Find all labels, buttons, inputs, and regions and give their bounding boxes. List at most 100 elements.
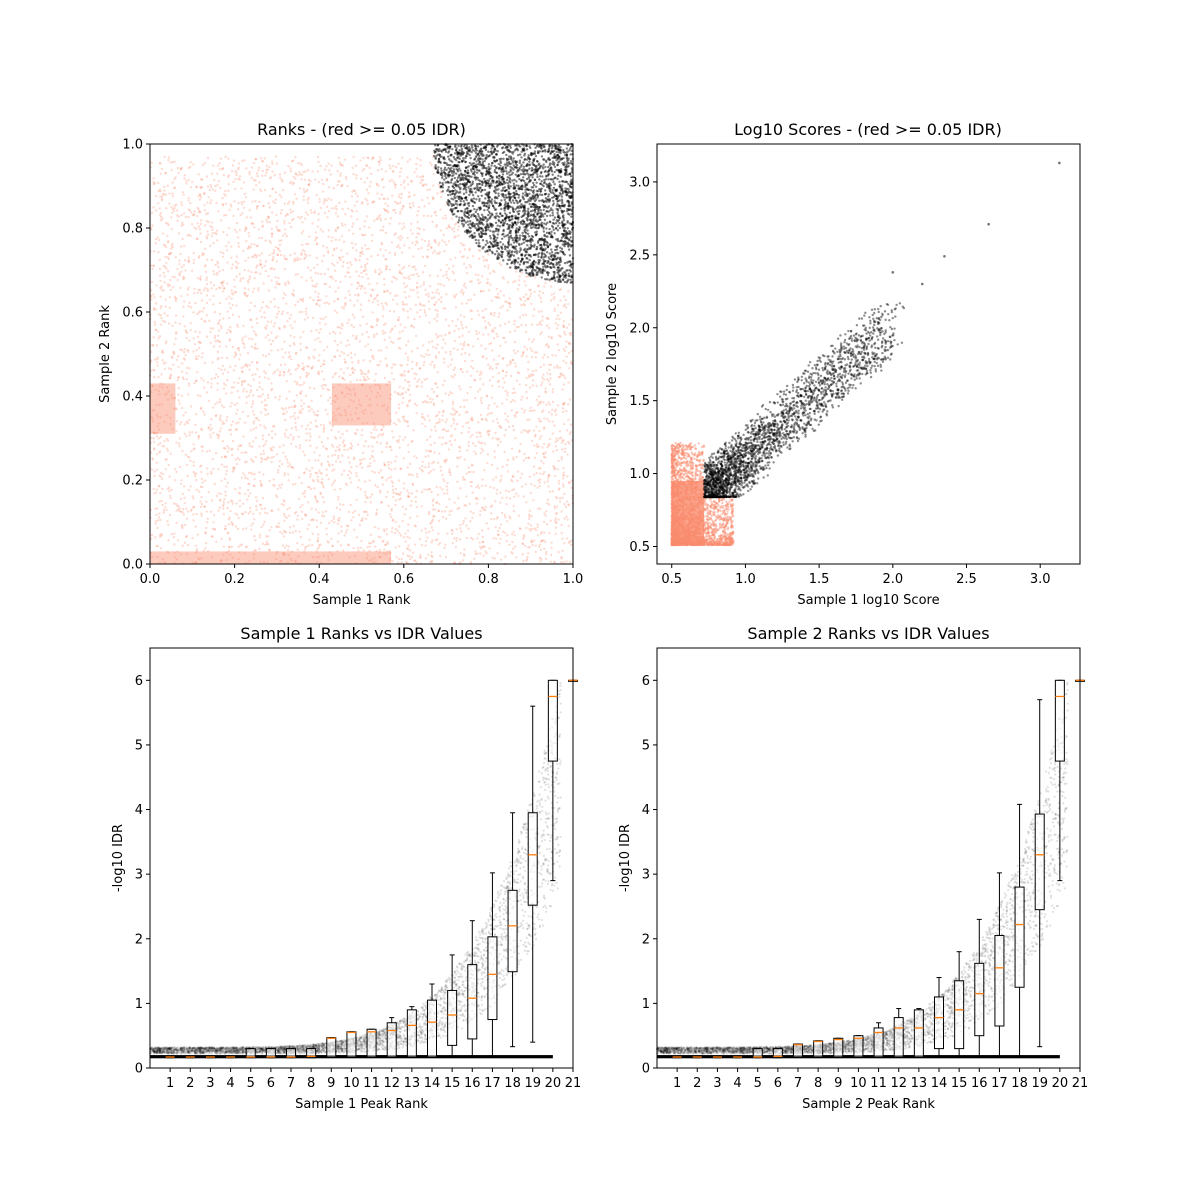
ranks-point-fail xyxy=(392,170,395,174)
ranks-point-pass xyxy=(518,263,522,266)
ranks-point-fail xyxy=(362,156,365,160)
ranks-point-fail xyxy=(448,510,451,513)
ranks-point-fail xyxy=(347,405,350,408)
ranks-point-fail xyxy=(239,353,242,356)
ranks-point-fail xyxy=(350,367,354,371)
ranks-point-fail xyxy=(554,520,557,524)
ranks-point-fail xyxy=(543,547,546,551)
ranks-point-fail xyxy=(171,194,175,198)
ranks-point-fail xyxy=(426,349,429,352)
ranks-point-fail xyxy=(299,348,302,352)
ranks-point-fail xyxy=(208,298,212,301)
ranks-point-fail xyxy=(289,253,292,257)
ranks-point-fail xyxy=(331,376,335,379)
ranks-point-fail xyxy=(497,533,500,537)
ranks-point-fail xyxy=(322,430,325,433)
ranks-point-fail xyxy=(402,536,406,539)
ranks-point-fail xyxy=(155,488,159,491)
ranks-point-fail xyxy=(361,252,365,255)
ranks-point-fail xyxy=(557,479,561,482)
ranks-point-fail xyxy=(210,382,213,385)
ranks-point-fail xyxy=(397,418,400,421)
ranks-point-fail xyxy=(250,360,254,364)
ranks-point-fail xyxy=(242,435,245,438)
ranks-point-fail xyxy=(241,341,245,345)
ranks-point-fail xyxy=(271,232,274,236)
ranks-point-fail xyxy=(554,532,557,536)
ranks-point-fail xyxy=(436,394,439,398)
ranks-point-fail xyxy=(163,393,167,396)
ranks-point-pass xyxy=(490,164,493,167)
ranks-point-fail xyxy=(526,418,529,421)
ranks-point-fail xyxy=(174,556,177,559)
ranks-point-fail xyxy=(321,387,325,390)
ranks-point-fail xyxy=(351,366,354,370)
ranks-point-fail xyxy=(327,521,331,525)
ranks-point-fail xyxy=(349,389,352,392)
ranks-point-fail xyxy=(268,194,272,198)
ranks-point-fail xyxy=(556,468,560,471)
ranks-point-fail xyxy=(559,288,563,291)
ranks-point-fail xyxy=(465,398,469,402)
ranks-point-fail xyxy=(410,324,414,328)
ranks-point-fail xyxy=(157,238,161,242)
ranks-point-fail xyxy=(569,360,573,363)
ranks-point-fail xyxy=(382,552,386,555)
ranks-point-fail xyxy=(467,527,470,530)
ranks-point-fail xyxy=(183,423,186,426)
ranks-point-fail xyxy=(483,442,487,445)
ranks-point-fail xyxy=(338,238,341,242)
ranks-point-fail xyxy=(549,377,552,380)
ranks-point-fail xyxy=(551,420,554,423)
ranks-point-fail xyxy=(254,455,257,459)
ranks-point-fail xyxy=(393,531,397,535)
ranks-point-fail xyxy=(259,453,263,456)
ranks-point-fail xyxy=(265,535,268,538)
ranks-point-fail xyxy=(347,343,350,346)
ranks-point-fail xyxy=(201,310,204,313)
ranks-point-fail xyxy=(243,552,246,555)
ranks-point-fail xyxy=(266,220,269,224)
ranks-point-fail xyxy=(434,241,438,244)
ranks-point-fail xyxy=(292,341,296,345)
ranks-point-pass xyxy=(532,183,536,187)
ranks-point-fail xyxy=(532,499,535,502)
ranks-point-fail xyxy=(426,248,430,252)
ranks-point-fail xyxy=(197,437,200,440)
ranks-point-fail xyxy=(388,467,391,470)
ranks-point-fail xyxy=(315,302,318,306)
ranks-point-fail xyxy=(314,178,317,181)
ranks-point-fail xyxy=(423,360,426,364)
ranks-point-fail xyxy=(383,331,387,334)
ranks-point-fail xyxy=(171,181,174,184)
ranks-point-pass xyxy=(455,172,458,175)
ranks-point-fail xyxy=(256,361,259,364)
ranks-point-fail xyxy=(525,348,529,351)
ranks-point-fail xyxy=(220,463,223,466)
ranks-point-fail xyxy=(301,243,304,247)
ranks-point-fail xyxy=(331,416,335,420)
ranks-point-fail xyxy=(381,229,385,232)
ranks-point-fail xyxy=(375,549,378,553)
ranks-point-fail xyxy=(169,374,172,378)
ranks-point-fail xyxy=(340,391,343,394)
ranks-point-fail xyxy=(254,436,258,440)
ranks-point-fail xyxy=(246,477,249,480)
ranks-point-fail xyxy=(407,370,411,373)
ranks-point-fail xyxy=(310,366,313,370)
ranks-point-fail xyxy=(406,529,410,532)
ranks-point-fail xyxy=(561,483,565,486)
ranks-point-fail xyxy=(233,200,236,203)
ranks-point-fail xyxy=(365,496,368,499)
ranks-point-fail xyxy=(430,339,434,343)
ranks-point-fail xyxy=(424,425,427,428)
ranks-point-fail xyxy=(325,246,329,249)
ranks-point-fail xyxy=(452,422,456,425)
ranks-point-fail xyxy=(167,257,171,261)
ranks-point-fail xyxy=(202,379,205,382)
ranks-point-fail xyxy=(442,307,445,310)
ranks-point-fail xyxy=(185,552,189,556)
ranks-point-fail xyxy=(243,192,247,196)
ranks-point-fail xyxy=(311,555,315,559)
ranks-point-fail xyxy=(299,342,302,346)
